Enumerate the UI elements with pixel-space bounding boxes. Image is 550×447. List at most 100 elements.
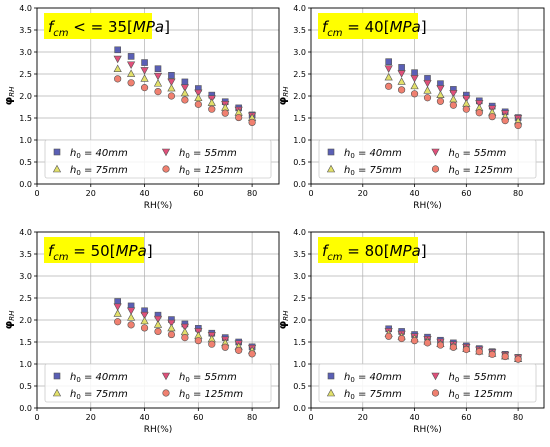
legend-marker <box>161 372 171 381</box>
data-point <box>167 323 176 332</box>
data-point <box>221 109 229 117</box>
series-h125 <box>385 82 522 130</box>
data-point <box>384 65 393 73</box>
data-point <box>167 319 176 328</box>
series-h125 <box>114 75 256 126</box>
x-tick-label: 0 <box>308 189 313 198</box>
legend-box <box>44 139 272 179</box>
y-tick-label: 2.0 <box>293 316 306 325</box>
axes-frame <box>310 7 545 185</box>
data-point <box>397 77 406 85</box>
data-point <box>180 323 189 332</box>
data-point <box>127 61 136 69</box>
panel-title: fcm = 40[MPa] <box>318 13 427 39</box>
series-h125 <box>114 318 256 358</box>
data-point <box>154 87 162 96</box>
data-point <box>398 334 406 343</box>
data-point <box>140 84 149 92</box>
y-tick-label: 2.5 <box>19 70 32 79</box>
legend-label: h0 = 40mm <box>70 148 128 160</box>
legend-box <box>318 363 537 403</box>
y-tick-label: 0.5 <box>19 382 32 391</box>
data-point <box>140 311 149 320</box>
y-tick-label: 0.5 <box>293 382 306 391</box>
legend-marker <box>53 148 61 156</box>
y-tick-label: 3.5 <box>293 250 306 259</box>
data-point <box>462 105 470 113</box>
y-tick-label: 3.0 <box>19 272 32 281</box>
data-point <box>154 327 162 336</box>
x-tick-label: 80 <box>513 189 523 198</box>
data-point <box>167 92 176 100</box>
legend-label: h0 = 55mm <box>179 148 237 160</box>
data-point <box>180 84 189 92</box>
axes-frame <box>36 231 280 409</box>
y-tick-label: 2.5 <box>19 294 32 303</box>
legend-box <box>44 363 272 403</box>
data-point <box>514 355 522 363</box>
x-tick-label: 20 <box>86 413 96 422</box>
y-tick-label: 1.0 <box>293 360 306 369</box>
series-h75 <box>113 64 257 121</box>
data-point <box>113 309 122 317</box>
legend-label: h0 = 75mm <box>70 165 128 177</box>
y-tick-label: 3.5 <box>19 26 32 35</box>
title-text: fcm < = 35[MPa] <box>48 18 170 39</box>
y-tick-label: 2.5 <box>293 294 306 303</box>
legend-label: h0 = 125mm <box>449 389 513 401</box>
y-tick-label: 0.0 <box>19 180 32 189</box>
legend-marker <box>431 389 440 397</box>
y-axis-label: φRH <box>2 86 16 105</box>
panel-title: fcm < = 35[MPa] <box>44 13 170 39</box>
y-tick-label: 0.0 <box>293 404 306 413</box>
legend-label: h0 = 75mm <box>344 165 402 177</box>
legend-label: h0 = 55mm <box>449 148 507 160</box>
data-point <box>385 82 393 90</box>
data-point <box>423 339 432 347</box>
data-point <box>436 341 445 349</box>
x-tick-label: 60 <box>461 189 471 198</box>
legend-label: h0 = 55mm <box>179 372 237 384</box>
data-point <box>462 95 471 103</box>
x-tick-label: 80 <box>247 413 257 422</box>
x-tick-label: 0 <box>34 413 39 422</box>
data-point <box>397 70 406 78</box>
y-tick-label: 1.5 <box>293 114 306 123</box>
x-tick-label: 60 <box>461 413 471 422</box>
data-point <box>141 59 148 66</box>
data-point <box>410 90 419 98</box>
title-background <box>318 13 418 39</box>
y-tick-label: 3.0 <box>293 272 306 281</box>
data-point <box>248 350 256 358</box>
data-point <box>114 46 121 54</box>
data-point <box>167 78 176 87</box>
y-tick-label: 3.0 <box>293 48 306 57</box>
x-tick-label: 40 <box>139 413 149 422</box>
y-tick-label: 2.0 <box>19 92 32 101</box>
legend-marker <box>327 148 335 156</box>
x-tick-label: 80 <box>513 413 523 422</box>
series-h75 <box>384 72 523 125</box>
data-point <box>140 67 149 75</box>
x-axis-label: RH(%) <box>144 201 173 211</box>
data-point <box>140 74 149 82</box>
data-point <box>140 316 149 325</box>
data-point <box>501 352 509 361</box>
legend-marker <box>326 388 336 397</box>
chart-panel-1: 0 20 40 60 80 0.0 0.5 1.0 1.5 2.0 2.5 3.0 3.5 4.0 RH(%… <box>2 4 280 211</box>
legend-marker <box>326 164 336 173</box>
data-point <box>113 303 122 312</box>
data-point <box>181 96 189 104</box>
legend-box <box>318 139 537 179</box>
chart-panel-4: 0 20 40 60 80 0.0 0.5 1.0 1.5 2.0 2.5 3.0 3.5 4.0 RH(%… <box>276 228 545 435</box>
title-text: fcm = 40[MPa] <box>322 18 427 39</box>
legend-marker <box>431 148 440 157</box>
panel-title: fcm = 80[MPa] <box>318 237 427 263</box>
y-tick-label: 0.0 <box>19 404 32 413</box>
x-axis-label: RH(%) <box>144 425 173 435</box>
x-axis-label: RH(%) <box>413 201 442 211</box>
legend: h0 = 40mm h0 = 55mm h0 = 75mm h0 = 125mm <box>44 139 272 179</box>
data-point <box>488 113 496 121</box>
legend-marker <box>53 372 61 380</box>
y-tick-label: 4.0 <box>19 4 32 13</box>
